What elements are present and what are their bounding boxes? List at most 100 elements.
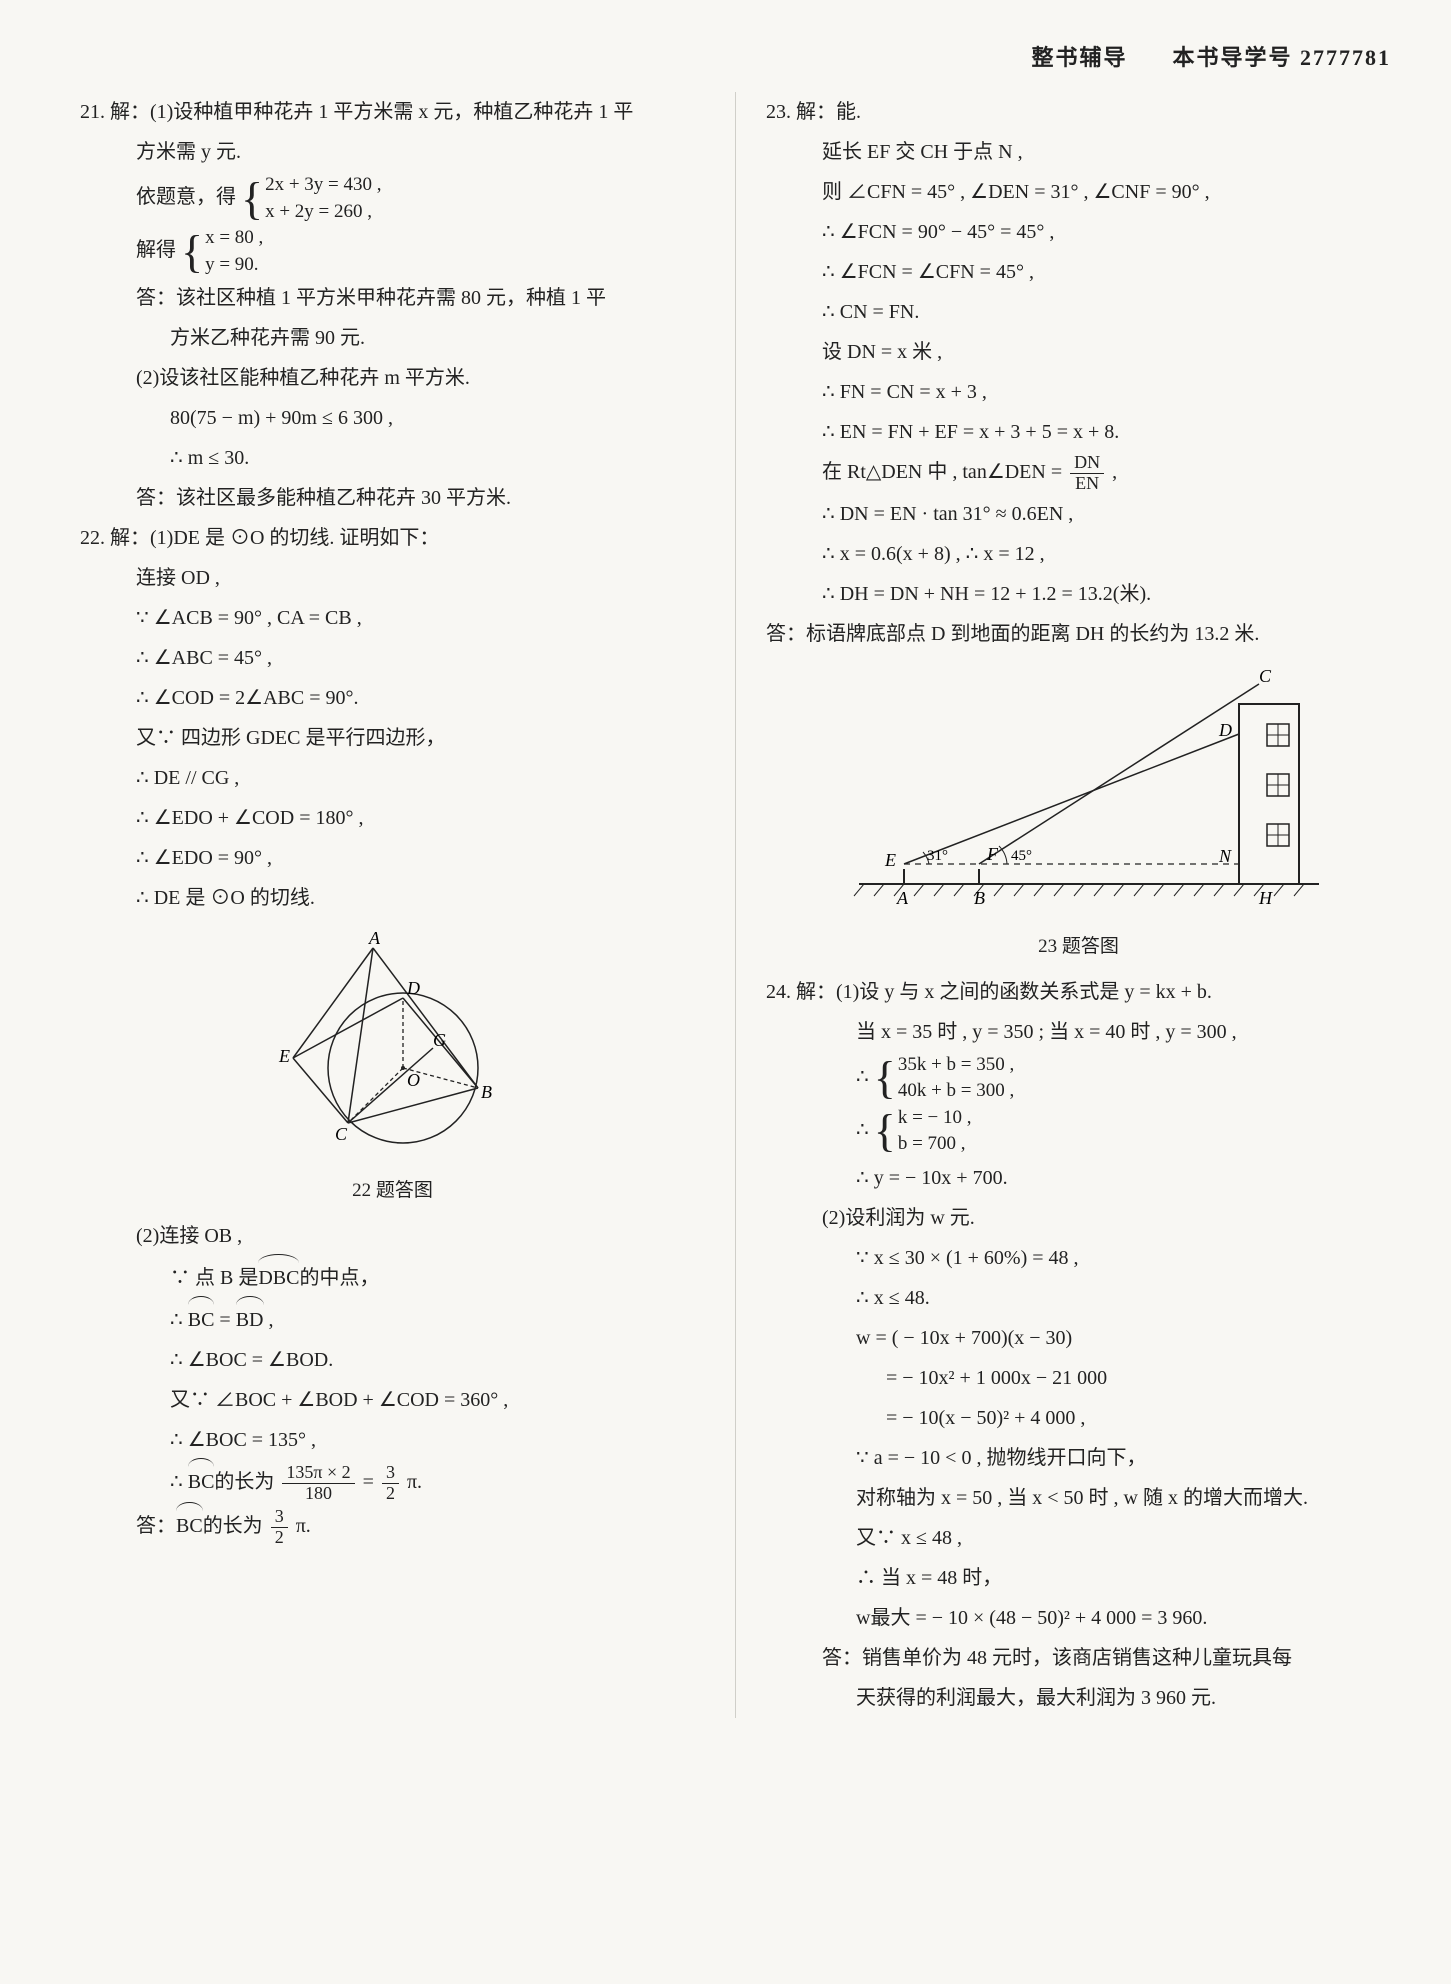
denom: 2 xyxy=(271,1528,288,1548)
sol-line: y = 90. xyxy=(205,254,258,275)
q23-line: ∴ ∠FCN = ∠CFN = 45° , xyxy=(766,252,1391,292)
q23-line: ∴ FN = CN = x + 3 , xyxy=(766,372,1391,412)
q23-line: ∴ ∠FCN = 90° − 45° = 45° , xyxy=(766,212,1391,252)
text: ∵ 点 B 是 xyxy=(170,1267,258,1289)
q21-ineq: 80(75 − m) + 90m ≤ 6 300 , xyxy=(80,398,705,438)
text: 的长为 xyxy=(214,1471,274,1493)
q22-line: ∵ ∠ACB = 90° , CA = CB , xyxy=(80,598,705,638)
q24-line: 又∵ x ≤ 48 , xyxy=(766,1518,1391,1558)
label-B: B xyxy=(481,1082,492,1102)
denom: 2 xyxy=(382,1484,399,1504)
sol-line: k = − 10 , xyxy=(898,1107,972,1128)
q21-answer2: 答：该社区最多能种植乙种花卉 30 平方米. xyxy=(80,478,705,518)
brace-system: { x = 80 , y = 90. xyxy=(181,225,263,278)
jiede-label: 解得 xyxy=(136,239,176,261)
q22-line: ∴ ∠EDO = 90° , xyxy=(80,838,705,878)
q23-line: 延长 EF 交 CH 于点 N , xyxy=(766,132,1391,172)
q24-line: 当 x = 35 时 , y = 350 ; 当 x = 40 时 , y = … xyxy=(766,1012,1391,1052)
fig23-svg: A B H E F N D C 31° 45° xyxy=(819,664,1339,924)
svg-text:45°: 45° xyxy=(1011,848,1032,864)
q21-answer: 答：该社区种植 1 平方米甲种花卉需 80 元，种植 1 平 xyxy=(80,278,705,318)
q24-line: ∵ a = − 10 < 0 , 抛物线开口向下， xyxy=(766,1438,1391,1478)
header-left: 整书辅导 xyxy=(1031,45,1127,70)
q21-solution: 解得 { x = 80 , y = 90. xyxy=(80,225,705,278)
yitiyi-label: 依题意，得 xyxy=(136,186,236,208)
denom: EN xyxy=(1070,474,1104,494)
numer: 135π × 2 xyxy=(282,1463,354,1484)
arc-BD: BD xyxy=(236,1298,264,1340)
svg-text:F: F xyxy=(986,844,999,864)
svg-text:H: H xyxy=(1258,888,1273,908)
q24-line: ∴ x ≤ 48. xyxy=(766,1278,1391,1318)
text: = xyxy=(363,1471,379,1493)
q22-p2c: ∴ ∠BOC = ∠BOD. xyxy=(80,1340,705,1380)
eq-line: 2x + 3y = 430 , xyxy=(265,174,381,195)
q24-line: ∴ y = − 10x + 700. xyxy=(766,1158,1391,1198)
q21-line: 21. 解：(1)设种植甲种花卉 1 平方米需 x 元，种植乙种花卉 1 平 xyxy=(80,92,705,132)
label-E: E xyxy=(278,1046,290,1066)
q24-line: ∴ 当 x = 48 时， xyxy=(766,1558,1391,1598)
q21-answer: 方米乙种花卉需 90 元. xyxy=(80,318,705,358)
fraction: 135π × 2 180 xyxy=(282,1463,354,1504)
label-D: D xyxy=(406,978,420,998)
left-column: 21. 解：(1)设种植甲种花卉 1 平方米需 x 元，种植乙种花卉 1 平 方… xyxy=(80,92,705,1718)
q23-line: ∴ CN = FN. xyxy=(766,292,1391,332)
text: ∴ xyxy=(170,1309,188,1331)
label-O: O xyxy=(407,1070,420,1090)
numer: 3 xyxy=(382,1463,399,1484)
q21-line: 方米需 y 元. xyxy=(80,132,705,172)
q21-part2: (2)设该社区能种植乙种花卉 m 平方米. xyxy=(80,358,705,398)
q21-system1: 依题意，得 { 2x + 3y = 430 , x + 2y = 260 , xyxy=(80,172,705,225)
q24-line: ∵ x ≤ 30 × (1 + 60%) = 48 , xyxy=(766,1238,1391,1278)
eq-line: 35k + b = 350 , xyxy=(898,1054,1014,1075)
arc-BC: BC xyxy=(188,1460,215,1502)
brace-system: { 2x + 3y = 430 , x + 2y = 260 , xyxy=(241,172,382,225)
label-A: A xyxy=(368,928,381,948)
svg-text:31°: 31° xyxy=(927,848,948,864)
two-column-layout: 21. 解：(1)设种植甲种花卉 1 平方米需 x 元，种植乙种花卉 1 平 方… xyxy=(80,92,1391,1718)
fraction: 3 2 xyxy=(271,1507,288,1548)
q22-line: 又∵ 四边形 GDEC 是平行四边形， xyxy=(80,718,705,758)
brace-system: { k = − 10 , b = 700 , xyxy=(874,1105,972,1158)
text: ∴ xyxy=(170,1471,188,1493)
q24-sol: ∴ { k = − 10 , b = 700 , xyxy=(766,1105,1391,1158)
q23-line: ∴ EN = FN + EF = x + 3 + 5 = x + 8. xyxy=(766,412,1391,452)
q22-p2a: ∵ 点 B 是DBC的中点， xyxy=(80,1256,705,1298)
svg-text:N: N xyxy=(1218,846,1232,866)
text: π. xyxy=(296,1515,311,1537)
fig22-svg: A D E G O B C xyxy=(243,928,543,1168)
arc-BC: BC xyxy=(176,1504,203,1546)
header-right: 本书导学号 2777781 xyxy=(1172,45,1391,70)
q23-open: 23. 解：能. xyxy=(766,92,1391,132)
text: 答： xyxy=(136,1515,176,1537)
denom: 180 xyxy=(282,1484,354,1504)
page: 整书辅导 本书导学号 2777781 21. 解：(1)设种植甲种花卉 1 平方… xyxy=(0,0,1451,1984)
fig22-caption: 22 题答图 xyxy=(80,1172,705,1210)
arc-DBC: DBC xyxy=(258,1256,299,1298)
q24-line: = − 10x² + 1 000x − 21 000 xyxy=(766,1358,1391,1398)
q24-line: = − 10(x − 50)² + 4 000 , xyxy=(766,1398,1391,1438)
fraction: DN EN xyxy=(1070,453,1104,494)
label-C: C xyxy=(335,1124,348,1144)
column-divider xyxy=(735,92,736,1718)
text: , xyxy=(264,1309,274,1331)
figure-22: A D E G O B C 22 题答图 xyxy=(80,928,705,1210)
q24-system: ∴ { 35k + b = 350 , 40k + b = 300 , xyxy=(766,1052,1391,1105)
svg-text:E: E xyxy=(884,850,896,870)
q22-p2f: ∴ BC的长为 135π × 2 180 = 3 2 π. xyxy=(80,1460,705,1504)
q22-answer: 答：BC的长为 3 2 π. xyxy=(80,1504,705,1548)
q24-answer: 天获得的利润最大，最大利润为 3 960 元. xyxy=(766,1678,1391,1718)
sol-line: b = 700 , xyxy=(898,1133,966,1154)
arc-BC: BC xyxy=(188,1298,215,1340)
fraction: 3 2 xyxy=(382,1463,399,1504)
label-G: G xyxy=(433,1030,446,1050)
q22-p2d: 又∵ ∠BOC + ∠BOD + ∠COD = 360° , xyxy=(80,1380,705,1420)
q24-line: 对称轴为 x = 50 , 当 x < 50 时 , w 随 x 的增大而增大. xyxy=(766,1478,1391,1518)
q24-line: w最大 = − 10 × (48 − 50)² + 4 000 = 3 960. xyxy=(766,1598,1391,1638)
figure-23: A B H E F N D C 31° 45° 23 题答图 xyxy=(766,664,1391,966)
text: 的长为 xyxy=(203,1515,263,1537)
page-header: 整书辅导 本书导学号 2777781 xyxy=(80,40,1391,82)
q23-line: ∴ DN = EN · tan 31° ≈ 0.6EN , xyxy=(766,494,1391,534)
sol-line: x = 80 , xyxy=(205,227,263,248)
fig23-caption: 23 题答图 xyxy=(766,928,1391,966)
